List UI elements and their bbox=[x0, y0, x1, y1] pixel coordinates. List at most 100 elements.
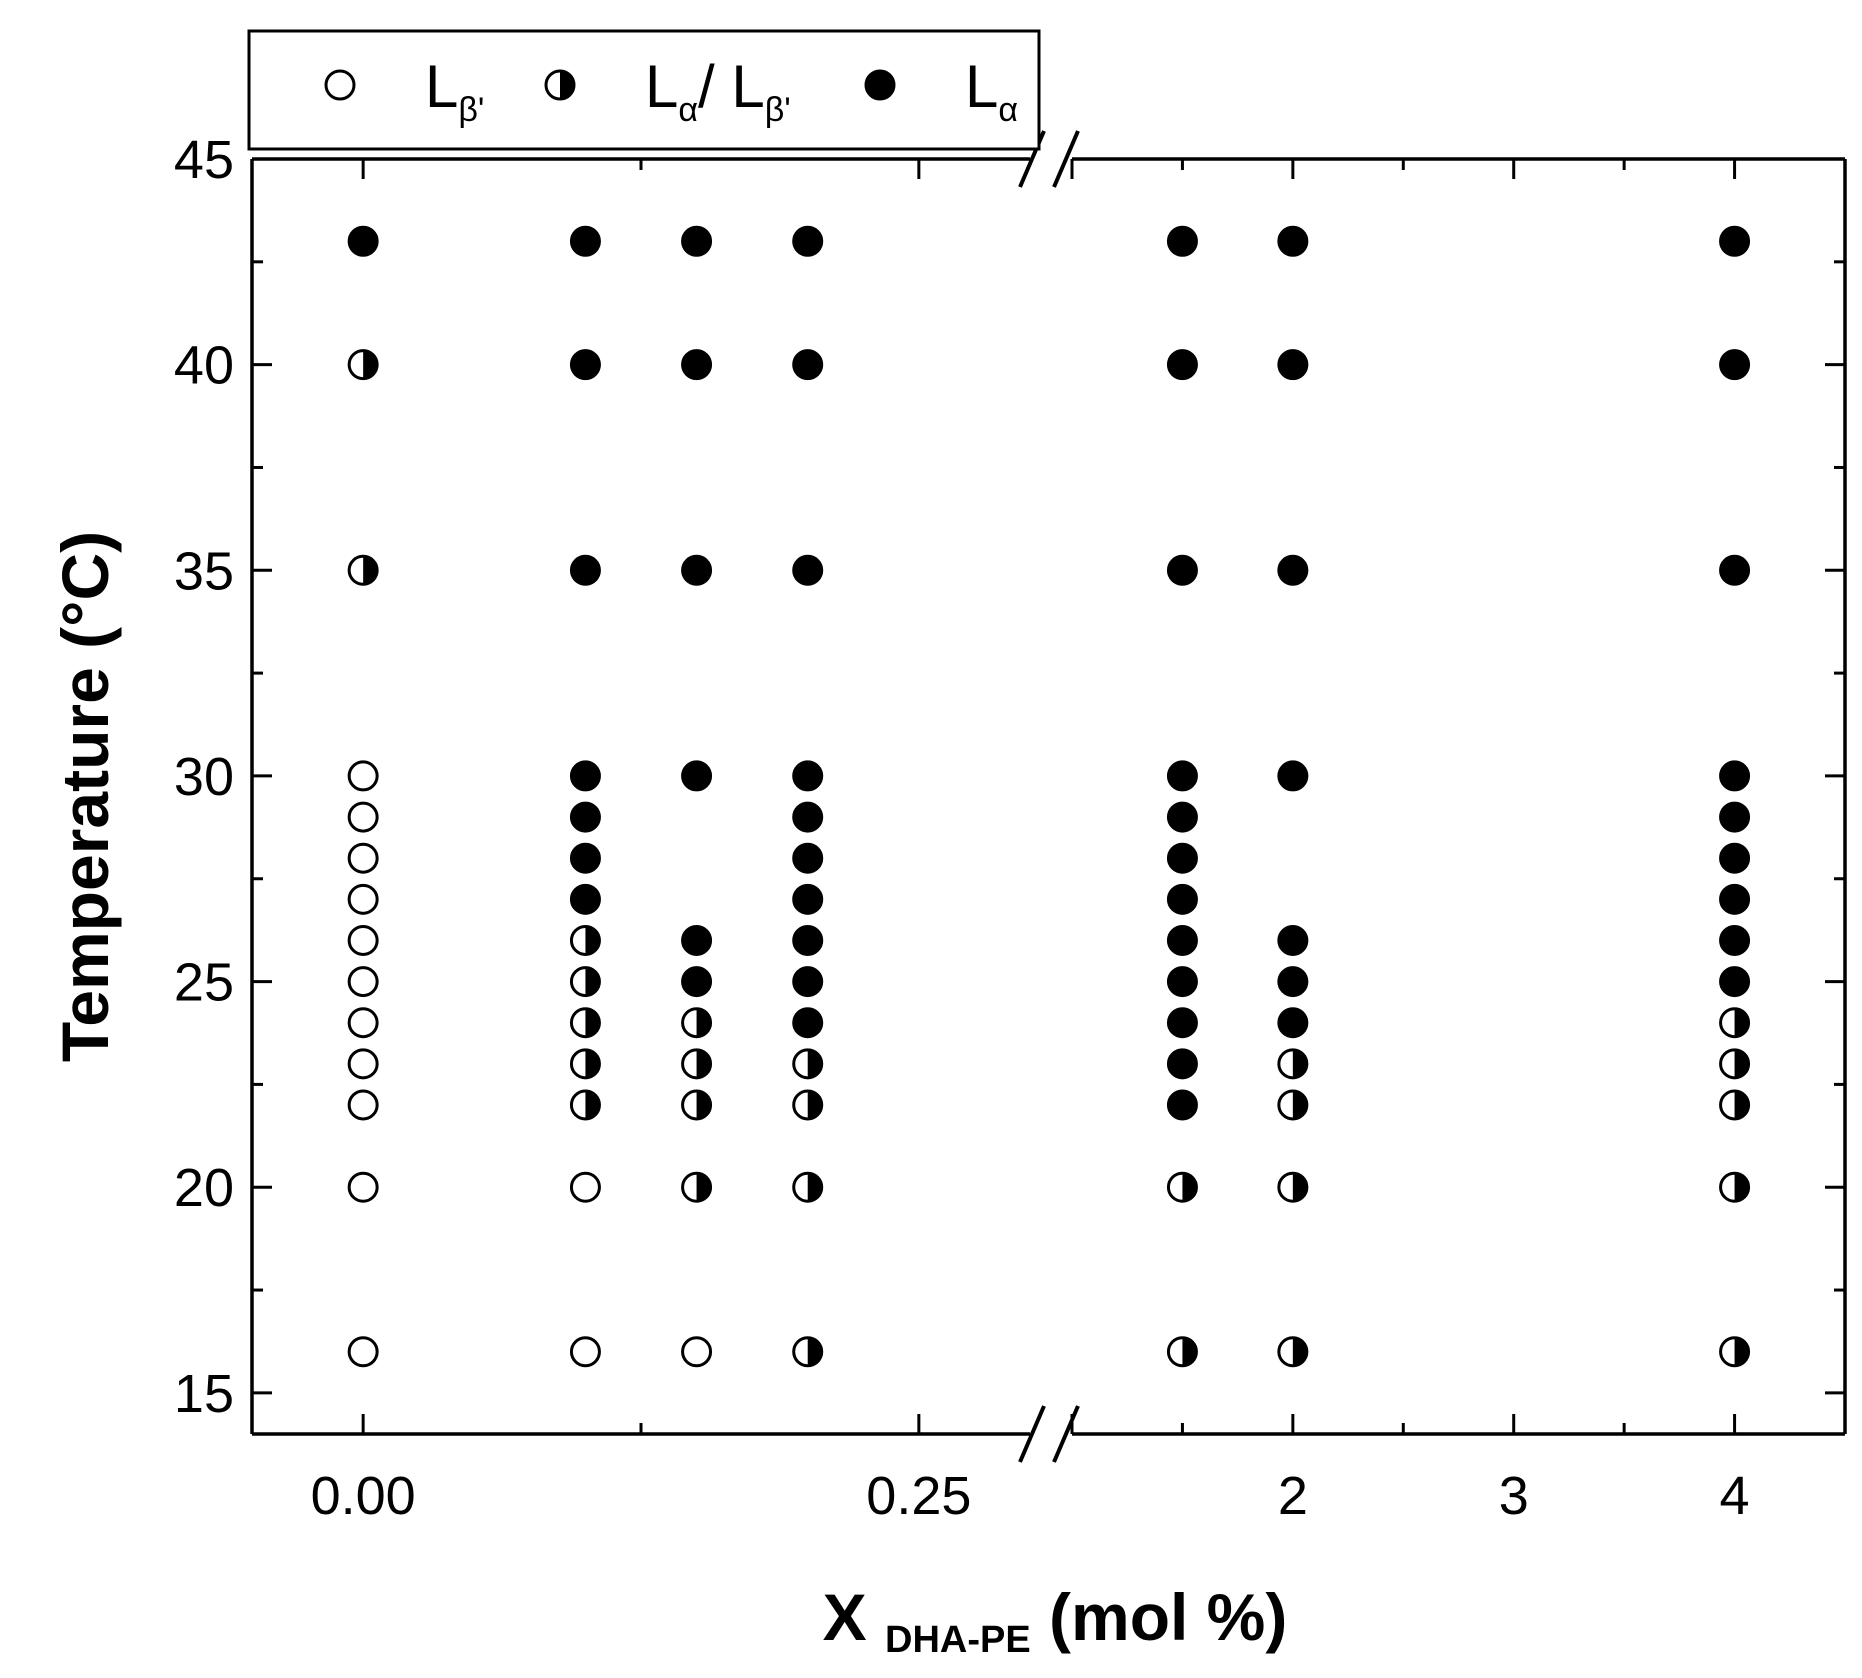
data-point-la bbox=[792, 801, 824, 833]
data-point-lb bbox=[347, 760, 379, 792]
data-point-la-lb bbox=[681, 1171, 713, 1203]
marker-half bbox=[1292, 1090, 1307, 1119]
marker-half bbox=[363, 556, 378, 585]
marker-shape bbox=[1166, 554, 1198, 586]
marker-shape bbox=[1277, 554, 1309, 586]
data-point-lb bbox=[347, 1336, 379, 1368]
data-point-la bbox=[792, 842, 824, 874]
data-point-la bbox=[792, 966, 824, 998]
marker-half bbox=[1734, 1090, 1749, 1119]
marker-shape bbox=[1719, 554, 1751, 586]
data-point-la bbox=[1166, 1089, 1198, 1121]
marker-shape bbox=[681, 349, 713, 381]
marker-shape bbox=[792, 801, 824, 833]
marker-half bbox=[1292, 1337, 1307, 1366]
marker-shape bbox=[681, 554, 713, 586]
marker-half bbox=[807, 1173, 822, 1202]
marker-shape bbox=[569, 1336, 601, 1368]
axis-break-mark bbox=[1018, 1405, 1046, 1463]
data-point-la bbox=[1166, 554, 1198, 586]
data-point-la bbox=[1166, 842, 1198, 874]
data-point-la bbox=[1719, 924, 1751, 956]
marker-shape bbox=[347, 1048, 379, 1080]
marker-half bbox=[560, 71, 574, 99]
marker-half bbox=[1292, 1173, 1307, 1202]
marker-shape bbox=[569, 842, 601, 874]
data-point-la bbox=[1166, 349, 1198, 381]
axis-labels: 15 20 25 30 35 40 45 0.00 0.25 2 3 4 Temperature (°C… bbox=[48, 130, 1750, 1661]
data-point-la-lb bbox=[1166, 1171, 1198, 1203]
data-point-la bbox=[1277, 760, 1309, 792]
data-point-la bbox=[792, 349, 824, 381]
marker-half bbox=[1182, 1173, 1197, 1202]
data-point-la-lb bbox=[1277, 1089, 1309, 1121]
data-point-lb bbox=[347, 842, 379, 874]
legend-marker-la-lb bbox=[544, 69, 576, 101]
marker-shape bbox=[1719, 760, 1751, 792]
data-point-la bbox=[1719, 225, 1751, 257]
legend-box bbox=[247, 29, 1041, 151]
marker-shape bbox=[1166, 1048, 1198, 1080]
marker-half bbox=[1734, 1337, 1749, 1366]
marker-shape bbox=[792, 349, 824, 381]
data-point-la bbox=[681, 349, 713, 381]
legend-marker-lb bbox=[324, 69, 356, 101]
data-point-la bbox=[792, 924, 824, 956]
marker-shape bbox=[1166, 760, 1198, 792]
marker-shape bbox=[1719, 349, 1751, 381]
marker-shape bbox=[347, 225, 379, 257]
marker-shape bbox=[1166, 1089, 1198, 1121]
y-tick-label: 40 bbox=[174, 336, 234, 396]
marker-shape bbox=[569, 760, 601, 792]
marker-shape bbox=[1719, 966, 1751, 998]
marker-shape bbox=[681, 760, 713, 792]
data-point-la bbox=[681, 966, 713, 998]
data-point-la bbox=[569, 842, 601, 874]
marker-shape bbox=[347, 966, 379, 998]
marker-shape bbox=[569, 554, 601, 586]
data-point-la-lb bbox=[1719, 1048, 1751, 1080]
marker-shape bbox=[1277, 924, 1309, 956]
data-point-la bbox=[792, 1007, 824, 1039]
data-point-la-lb bbox=[347, 554, 379, 586]
x-tick-label: 3 bbox=[1499, 1466, 1529, 1526]
marker-shape bbox=[347, 1336, 379, 1368]
y-tick-label: 45 bbox=[174, 130, 234, 190]
y-tick-label: 20 bbox=[174, 1158, 234, 1218]
data-point-lb bbox=[681, 1336, 713, 1368]
marker-half bbox=[807, 1090, 822, 1119]
legend-label: Lα bbox=[965, 53, 1018, 129]
marker-shape bbox=[792, 225, 824, 257]
data-point-la bbox=[1277, 349, 1309, 381]
data-point-la-lb bbox=[569, 1089, 601, 1121]
marker-shape bbox=[1277, 225, 1309, 257]
data-point-la-lb bbox=[347, 349, 379, 381]
marker-shape bbox=[792, 883, 824, 915]
data-point-la-lb bbox=[569, 1007, 601, 1039]
marker-shape bbox=[1277, 1007, 1309, 1039]
x-axis-title: X DHA-PE (mol %) bbox=[823, 1580, 1288, 1661]
marker-half bbox=[807, 1049, 822, 1078]
marker-half bbox=[1734, 1049, 1749, 1078]
data-points bbox=[347, 225, 1751, 1368]
data-point-la bbox=[1166, 801, 1198, 833]
marker-shape bbox=[681, 924, 713, 956]
marker-shape bbox=[792, 554, 824, 586]
marker-shape bbox=[569, 801, 601, 833]
data-point-la bbox=[1719, 842, 1751, 874]
marker-half bbox=[1292, 1049, 1307, 1078]
data-point-la-lb bbox=[792, 1089, 824, 1121]
data-point-la bbox=[1719, 554, 1751, 586]
data-point-la bbox=[792, 225, 824, 257]
legend-label: Lβ' bbox=[425, 53, 484, 129]
marker-shape bbox=[864, 69, 896, 101]
y-tick-label: 30 bbox=[174, 747, 234, 807]
data-point-la bbox=[1166, 1007, 1198, 1039]
marker-shape bbox=[1166, 1007, 1198, 1039]
data-point-lb bbox=[347, 801, 379, 833]
y-axis-title: Temperature (°C) bbox=[48, 531, 122, 1062]
legend-label: Lα/ Lβ' bbox=[645, 53, 791, 129]
y-tick-label: 15 bbox=[174, 1364, 234, 1424]
data-point-la bbox=[1166, 883, 1198, 915]
data-point-la-lb bbox=[792, 1171, 824, 1203]
